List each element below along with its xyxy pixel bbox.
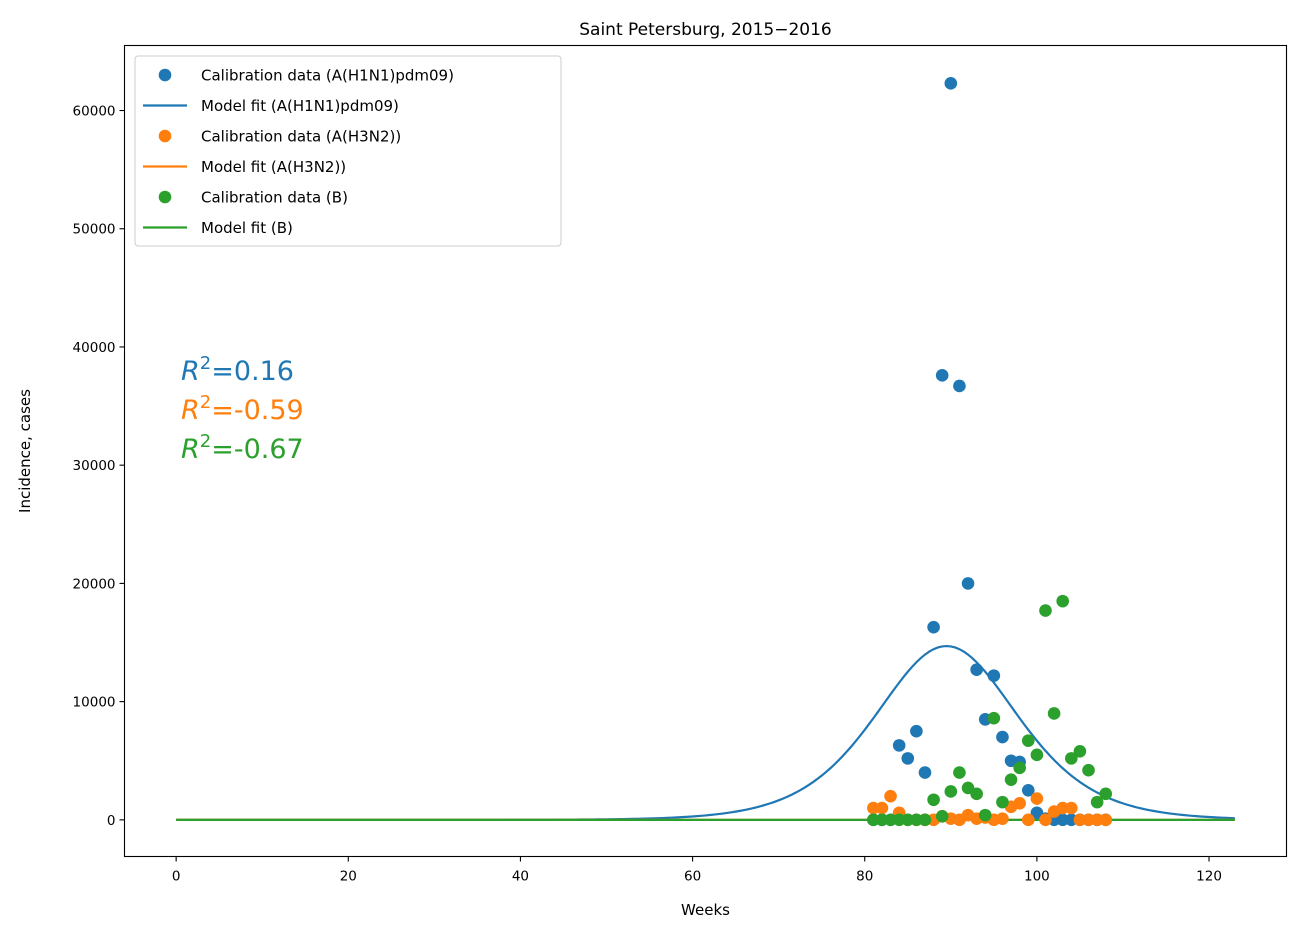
data-point-series-0 — [918, 766, 932, 779]
y-tick-label: 0 — [107, 813, 116, 829]
y-tick-label: 10000 — [73, 695, 116, 711]
data-point-series-4 — [953, 766, 966, 779]
y-tick-label: 30000 — [73, 458, 116, 474]
data-point-series-4 — [970, 787, 983, 801]
data-point-series-0 — [901, 752, 915, 765]
data-point-series-2 — [1073, 813, 1087, 827]
data-point-series-4 — [1065, 752, 1078, 765]
data-point-series-4 — [944, 785, 958, 798]
data-point-series-4 — [1013, 761, 1026, 775]
data-point-series-2 — [884, 789, 897, 803]
data-point-series-0 — [970, 663, 983, 677]
x-tick-label: 20 — [340, 869, 357, 885]
data-point-series-0 — [927, 620, 940, 634]
data-point-series-0 — [996, 730, 1009, 744]
legend-label: Calibration data (A(H1N1)pdm09) — [201, 67, 454, 85]
legend: Calibration data (A(H1N1)pdm09) Model fit… — [134, 55, 562, 247]
data-point-series-4 — [1004, 773, 1018, 786]
data-point-series-4 — [1030, 748, 1044, 762]
r-squared-label: R2=-0.67 — [181, 431, 304, 465]
data-point-series-4 — [1090, 795, 1104, 809]
data-point-series-2 — [1099, 813, 1113, 827]
legend-label: Model fit (A(H3N2)) — [201, 158, 346, 176]
x-tick-label: 120 — [1196, 869, 1222, 885]
data-point-series-2 — [1082, 813, 1095, 827]
data-point-series-0 — [987, 669, 1001, 682]
data-point-series-4 — [884, 813, 897, 827]
legend-marker — [158, 68, 172, 82]
x-tick-label: 0 — [172, 869, 181, 885]
r-squared-label: R2=-0.59 — [181, 392, 304, 426]
x-tick-label: 60 — [684, 869, 701, 885]
data-point-series-4 — [1047, 707, 1061, 720]
plot-frame — [123, 44, 1288, 858]
data-point-series-0 — [1021, 784, 1035, 797]
y-tick-label: 40000 — [73, 340, 116, 356]
x-axis-label: Weeks — [681, 901, 730, 919]
data-point-series-2 — [1030, 792, 1044, 805]
data-point-series-2 — [996, 812, 1009, 825]
chart-title: Saint Petersburg, 2015−2016 — [579, 20, 831, 40]
x-axis: 0 20 40 60 80 100 120 — [172, 856, 1222, 885]
data-point-series-2 — [875, 801, 889, 815]
x-tick-label: 80 — [856, 869, 873, 885]
plot-area — [176, 77, 1235, 827]
data-point-series-4 — [1021, 734, 1035, 747]
data-point-series-0 — [1065, 813, 1078, 827]
data-point-series-4 — [996, 795, 1009, 809]
data-point-series-0 — [953, 379, 966, 393]
data-point-series-4 — [910, 813, 923, 827]
data-point-series-4 — [901, 813, 915, 827]
data-point-series-4 — [1039, 604, 1052, 617]
legend-marker — [158, 129, 172, 143]
data-point-series-4 — [927, 793, 940, 807]
r-squared-annotations: R2=0.16 R2=-0.59 R2=-0.67 — [181, 353, 304, 465]
legend-label: Calibration data (B) — [201, 189, 348, 207]
data-point-series-0 — [910, 724, 923, 738]
data-point-series-4 — [978, 808, 992, 822]
legend-label: Calibration data (A(H3N2)) — [201, 128, 401, 146]
data-point-series-0 — [961, 577, 975, 590]
legend-marker — [158, 190, 172, 204]
data-point-series-4 — [1056, 594, 1070, 608]
data-point-series-4 — [987, 711, 1001, 725]
data-point-series-4 — [935, 810, 949, 823]
y-axis: 0 10000 20000 30000 40000 50000 60000 — [73, 104, 125, 829]
legend-label: Model fit (A(H1N1)pdm09) — [201, 97, 399, 115]
data-point-series-4 — [1073, 744, 1087, 758]
y-tick-label: 20000 — [73, 576, 116, 592]
data-point-series-2 — [1021, 813, 1035, 827]
data-point-series-2 — [1013, 797, 1026, 810]
y-tick-label: 60000 — [73, 104, 116, 120]
y-tick-label: 50000 — [73, 222, 116, 238]
data-point-series-4 — [867, 813, 880, 827]
y-axis-label: Incidence, cases — [16, 389, 34, 513]
data-point-series-0 — [892, 739, 906, 752]
legend-box — [134, 55, 562, 247]
data-point-series-4 — [1099, 787, 1113, 801]
data-point-series-2 — [1039, 813, 1052, 827]
data-point-series-0 — [944, 77, 958, 90]
x-tick-label: 40 — [512, 869, 529, 885]
r-squared-label: R2=0.16 — [181, 353, 294, 387]
data-point-series-4 — [875, 813, 889, 827]
x-tick-label: 100 — [1024, 869, 1050, 885]
data-point-series-2 — [1065, 801, 1078, 815]
data-point-series-0 — [935, 369, 949, 382]
legend-label: Model fit (B) — [201, 219, 293, 237]
data-point-series-4 — [1082, 763, 1095, 777]
data-point-series-4 — [918, 813, 932, 827]
data-point-series-2 — [867, 801, 880, 815]
